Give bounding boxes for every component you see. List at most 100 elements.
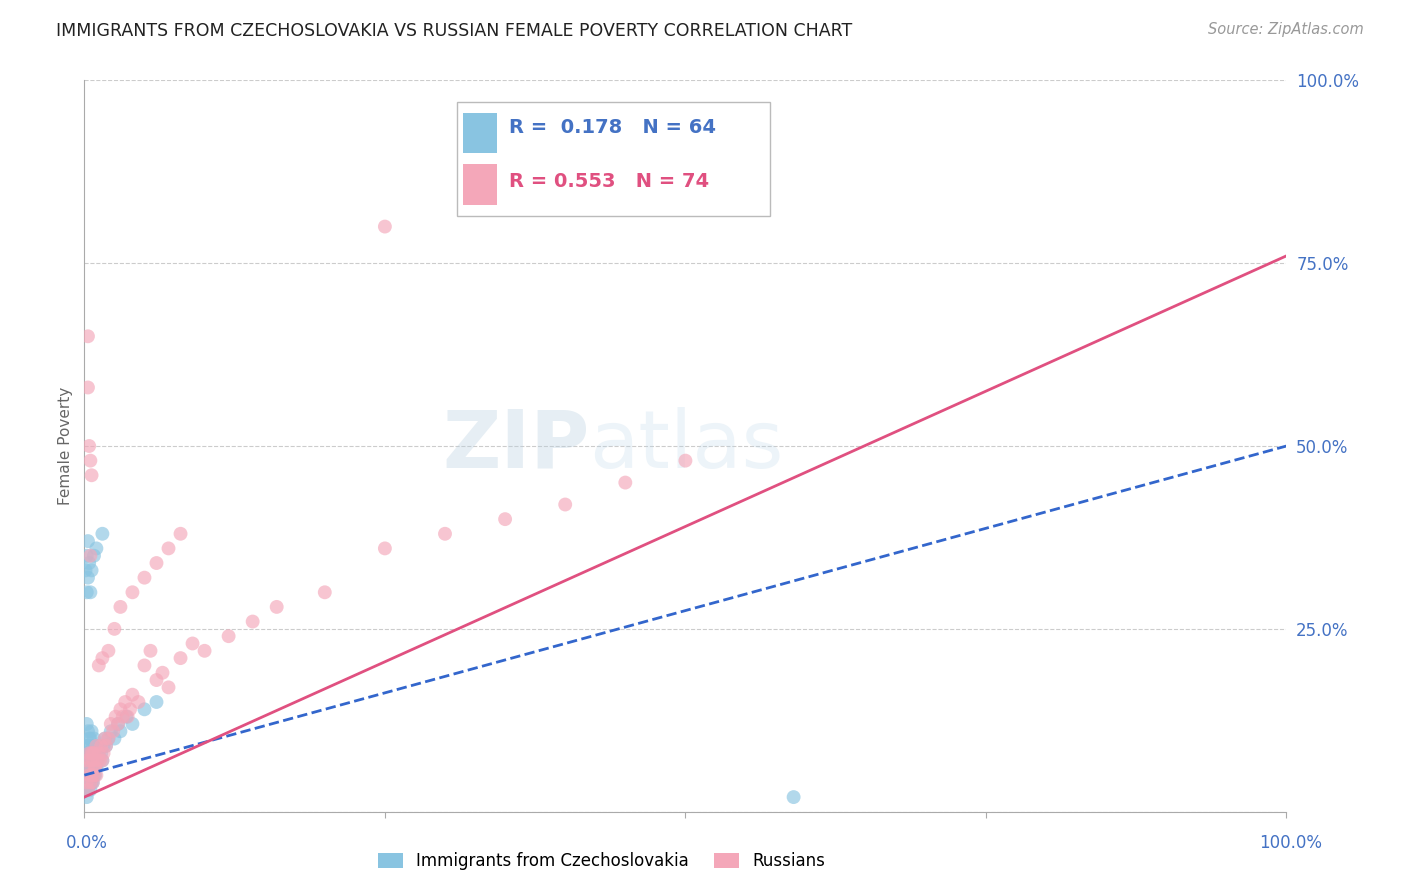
Point: [91, 651, 114, 665]
Text: IMMIGRANTS FROM CZECHOSLOVAKIA VS RUSSIAN FEMALE POVERTY CORRELATION CHART: IMMIGRANTS FROM CZECHOSLOVAKIA VS RUSSIA…: [56, 22, 852, 40]
Point: [77, 761, 100, 775]
Point: [80, 768, 103, 782]
Point: [83, 746, 105, 760]
Point: [94, 731, 117, 746]
Point: [84, 761, 107, 775]
Point: [169, 651, 191, 665]
Point: [75, 782, 97, 797]
Point: [86, 739, 108, 753]
Point: [614, 475, 637, 490]
Point: [157, 681, 180, 695]
Point: [118, 702, 141, 716]
Point: [86, 761, 108, 775]
Point: [79, 768, 101, 782]
Point: [80, 563, 103, 577]
Point: [77, 746, 100, 760]
Point: [76, 585, 98, 599]
Point: [157, 541, 180, 556]
Point: [374, 541, 396, 556]
Text: R = 0.553   N = 74: R = 0.553 N = 74: [509, 172, 709, 191]
Point: [80, 468, 103, 483]
Point: [554, 498, 576, 512]
Point: [80, 746, 103, 760]
Point: [145, 556, 167, 570]
Point: [374, 219, 396, 234]
Point: [114, 695, 136, 709]
Point: [94, 739, 117, 753]
Point: [77, 782, 100, 797]
Point: [77, 724, 100, 739]
Point: [86, 754, 108, 768]
Point: [77, 775, 100, 789]
Point: [494, 512, 516, 526]
FancyBboxPatch shape: [463, 164, 496, 204]
Point: [110, 702, 132, 716]
Point: [100, 717, 122, 731]
Point: [152, 665, 174, 680]
Point: [90, 739, 112, 753]
Point: [91, 526, 114, 541]
Point: [76, 739, 98, 753]
Point: [94, 739, 117, 753]
Point: [79, 754, 101, 768]
Point: [76, 775, 98, 789]
Point: [86, 768, 108, 782]
Point: [80, 746, 103, 760]
Point: [145, 673, 167, 687]
Point: [79, 453, 101, 467]
Point: [83, 754, 105, 768]
Text: atlas: atlas: [589, 407, 783, 485]
Point: [82, 761, 104, 775]
Point: [79, 549, 101, 563]
Point: [82, 775, 104, 789]
Point: [77, 534, 100, 549]
Point: [127, 695, 149, 709]
Point: [90, 746, 112, 760]
Point: [169, 526, 191, 541]
Legend: Immigrants from Czechoslovakia, Russians: Immigrants from Czechoslovakia, Russians: [371, 846, 831, 877]
Point: [266, 599, 288, 614]
Point: [82, 746, 104, 760]
Point: [103, 731, 125, 746]
Point: [77, 329, 100, 343]
Point: [87, 746, 110, 760]
Point: [84, 761, 107, 775]
Point: [77, 754, 100, 768]
Point: [77, 571, 100, 585]
Point: [107, 717, 129, 731]
Point: [91, 754, 114, 768]
Point: [89, 739, 111, 753]
Point: [134, 571, 156, 585]
Point: [83, 549, 105, 563]
Point: [87, 658, 110, 673]
Point: [77, 439, 100, 453]
Point: [194, 644, 217, 658]
Point: [87, 746, 110, 760]
Point: [93, 739, 115, 753]
Text: R =  0.178   N = 64: R = 0.178 N = 64: [509, 119, 716, 137]
Point: [181, 636, 204, 650]
Point: [76, 761, 98, 775]
Point: [76, 790, 98, 805]
Point: [77, 761, 100, 775]
Point: [83, 768, 105, 782]
Text: 100.0%: 100.0%: [1260, 834, 1322, 852]
Point: [104, 709, 127, 723]
Point: [75, 768, 97, 782]
Point: [79, 782, 101, 797]
Point: [97, 731, 120, 746]
Point: [77, 556, 100, 570]
FancyBboxPatch shape: [463, 113, 496, 153]
Point: [107, 717, 129, 731]
Point: [77, 768, 100, 782]
Point: [93, 746, 115, 760]
Point: [83, 731, 105, 746]
Point: [80, 724, 103, 739]
Point: [139, 644, 162, 658]
Point: [80, 775, 103, 789]
Point: [89, 754, 111, 768]
Point: [121, 688, 143, 702]
Point: [242, 615, 264, 629]
Point: [77, 380, 100, 394]
Text: 0.0%: 0.0%: [66, 834, 108, 852]
